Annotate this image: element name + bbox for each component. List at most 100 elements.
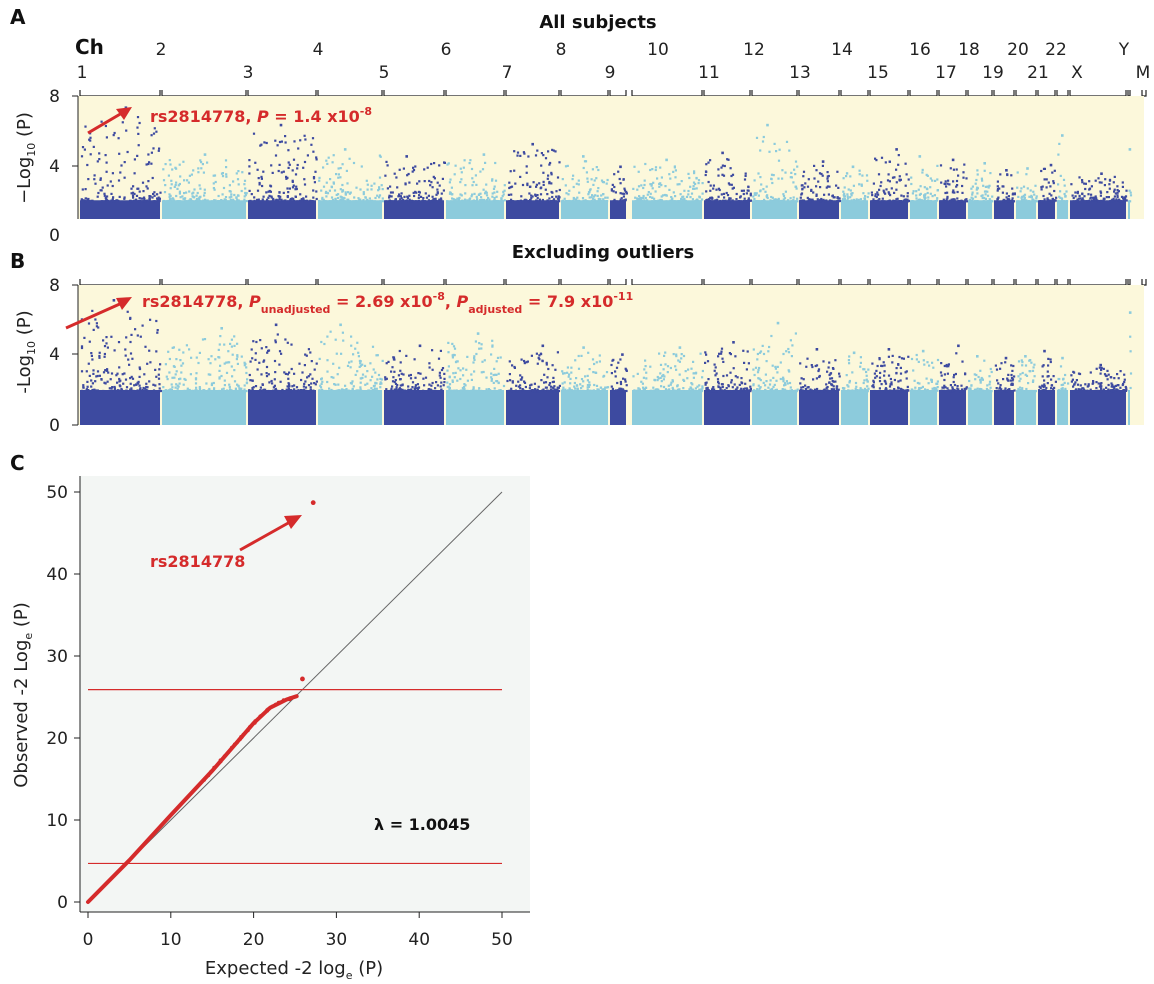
- manhattan-point: [250, 348, 253, 351]
- manhattan-point: [511, 364, 514, 367]
- manhattan-point: [170, 183, 173, 186]
- manhattan-point: [1081, 181, 1084, 184]
- manhattan-point: [847, 200, 850, 203]
- manhattan-point: [1057, 183, 1060, 186]
- manhattan-point: [1059, 174, 1062, 177]
- manhattan-point: [789, 386, 792, 389]
- manhattan-point: [293, 372, 296, 375]
- manhattan-point: [272, 386, 275, 389]
- manhattan-point: [105, 136, 108, 139]
- manhattan-point: [976, 387, 979, 390]
- manhattan-point: [174, 386, 177, 389]
- manhattan-point: [274, 390, 277, 393]
- manhattan-point: [167, 350, 170, 353]
- manhattan-point: [976, 169, 979, 172]
- manhattan-point: [508, 360, 511, 363]
- manhattan-point: [940, 374, 943, 377]
- manhattan-point: [356, 370, 359, 373]
- qq-ylabel: Observed -2 Loge (P): [11, 602, 35, 788]
- manhattan-point: [130, 375, 133, 378]
- qq-point: [223, 754, 227, 758]
- panel-b-letter: B: [10, 249, 25, 273]
- manhattan-point: [416, 383, 419, 386]
- qq-xtick-label: 30: [326, 930, 348, 950]
- manhattan-point: [140, 197, 143, 200]
- manhattan-point: [118, 152, 121, 155]
- manhattan-point: [597, 388, 600, 391]
- manhattan-point: [1116, 195, 1119, 199]
- manhattan-point: [690, 367, 693, 370]
- manhattan-point: [675, 368, 678, 371]
- manhattan-point: [354, 200, 358, 203]
- manhattan-point: [335, 193, 338, 196]
- manhattan-point: [747, 362, 750, 365]
- manhattan-point: [339, 198, 342, 201]
- chromosome-label-8: 8: [556, 40, 567, 60]
- manhattan-point: [472, 386, 475, 389]
- manhattan-point: [174, 166, 177, 169]
- manhattan-point: [203, 194, 206, 197]
- manhattan-point: [406, 195, 409, 198]
- manhattan-point: [239, 388, 242, 391]
- manhattan-point: [410, 388, 413, 391]
- manhattan-point: [642, 389, 645, 392]
- manhattan-point: [1116, 191, 1119, 194]
- manhattan-point: [566, 371, 569, 374]
- manhattan-point: [663, 375, 666, 378]
- manhattan-point: [382, 200, 385, 203]
- manhattan-point: [439, 376, 442, 379]
- manhattan-band-x: [1070, 390, 1126, 425]
- manhattan-point: [210, 200, 214, 203]
- manhattan-point: [463, 388, 466, 391]
- manhattan-point: [145, 185, 148, 188]
- manhattan-point: [1005, 390, 1008, 393]
- manhattan-point: [480, 347, 483, 350]
- manhattan-point: [225, 361, 228, 364]
- manhattan-point: [332, 182, 335, 185]
- manhattan-point: [243, 364, 246, 367]
- qq-point: [209, 769, 213, 774]
- manhattan-point: [637, 170, 640, 173]
- manhattan-point: [802, 175, 805, 178]
- manhattan-point: [899, 178, 902, 181]
- manhattan-point: [586, 388, 589, 391]
- manhattan-point: [312, 196, 315, 199]
- manhattan-point: [132, 185, 135, 188]
- manhattan-point: [155, 350, 158, 353]
- manhattan-peak-point: [619, 165, 622, 169]
- manhattan-point: [788, 370, 791, 373]
- manhattan-point: [234, 387, 237, 390]
- manhattan-point: [878, 387, 881, 390]
- manhattan-point: [395, 176, 398, 179]
- manhattan-point: [516, 200, 519, 203]
- manhattan-point: [981, 196, 984, 200]
- manhattan-point: [1021, 371, 1024, 375]
- manhattan-point: [1129, 194, 1133, 197]
- manhattan-points-b: [80, 299, 1133, 425]
- manhattan-point: [1114, 384, 1117, 387]
- manhattan-point: [899, 366, 902, 369]
- manhattan-point: [637, 185, 641, 188]
- manhattan-point: [182, 197, 185, 200]
- manhattan-point: [1017, 360, 1021, 363]
- manhattan-point: [440, 199, 443, 202]
- manhattan-point: [904, 184, 907, 187]
- manhattan-point: [1097, 389, 1100, 392]
- manhattan-point: [119, 171, 122, 174]
- manhattan-point: [543, 381, 546, 384]
- manhattan-point: [697, 182, 700, 185]
- manhattan-point: [826, 180, 829, 183]
- manhattan-point: [566, 164, 569, 167]
- manhattan-point: [332, 362, 335, 365]
- chromosome-bracket-14: [840, 279, 869, 286]
- manhattan-point: [884, 161, 887, 164]
- manhattan-point: [756, 358, 759, 361]
- manhattan-point: [230, 365, 233, 368]
- manhattan-point: [952, 189, 955, 192]
- manhattan-point: [970, 390, 973, 393]
- manhattan-point: [1089, 371, 1092, 374]
- manhattan-point: [929, 186, 932, 189]
- manhattan-point: [428, 366, 431, 369]
- manhattan-point: [162, 179, 166, 182]
- manhattan-point: [709, 199, 712, 202]
